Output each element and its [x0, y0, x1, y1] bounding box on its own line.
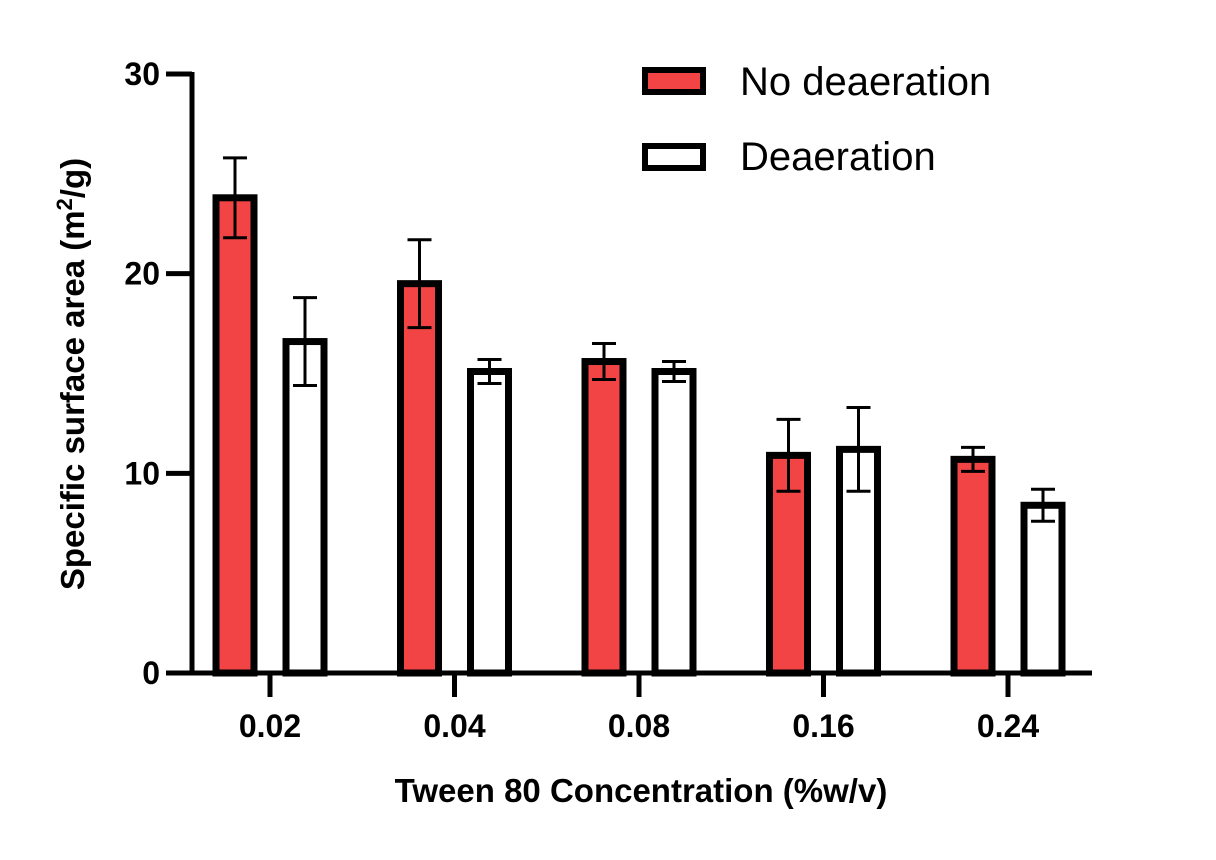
legend-swatch-deaeration	[642, 143, 706, 171]
y-tick-label: 10	[124, 455, 160, 491]
bar-deaeration-0.04	[467, 368, 512, 677]
legend-swatch-no-deaeration	[642, 67, 706, 95]
y-axis-title-main: Specific surface area (m	[54, 210, 91, 590]
legend-label-no-deaeration: No deaeration	[740, 60, 991, 104]
y-tick-label: 20	[124, 256, 160, 292]
legend-label-deaeration: Deaeration	[740, 135, 936, 179]
y-axis-title-unit-suffix: /g)	[54, 158, 91, 198]
y-tick-label: 0	[142, 655, 160, 691]
y-axis-title: Specific surface area (m2/g)	[52, 158, 92, 590]
x-tick-label: 0.16	[792, 708, 854, 744]
x-tick-label: 0.08	[608, 708, 670, 744]
x-tick-label: 0.24	[977, 708, 1039, 744]
bar-no-deaeration-0.08	[581, 358, 627, 677]
bar-deaeration-0.02	[282, 338, 328, 677]
bars-layer	[212, 156, 1066, 677]
legend: No deaeration Deaeration	[642, 60, 991, 179]
ticks-layer: 0 10 20 30 0.02 0.04 0.08 0.16 0.24	[124, 56, 1039, 744]
bar-deaeration-0.24	[1020, 501, 1066, 677]
x-tick-label: 0.04	[423, 708, 485, 744]
bar-no-deaeration-0.24	[950, 455, 996, 677]
y-tick-label: 30	[124, 56, 160, 92]
bar-deaeration-0.08	[651, 368, 697, 677]
y-axis-title-superscript: 2	[52, 198, 77, 210]
bar-no-deaeration-0.04	[397, 280, 442, 677]
x-tick-label: 0.02	[239, 708, 301, 744]
bar-no-deaeration-0.02	[212, 194, 258, 677]
x-axis-title: Tween 80 Concentration (%w/v)	[395, 772, 888, 809]
